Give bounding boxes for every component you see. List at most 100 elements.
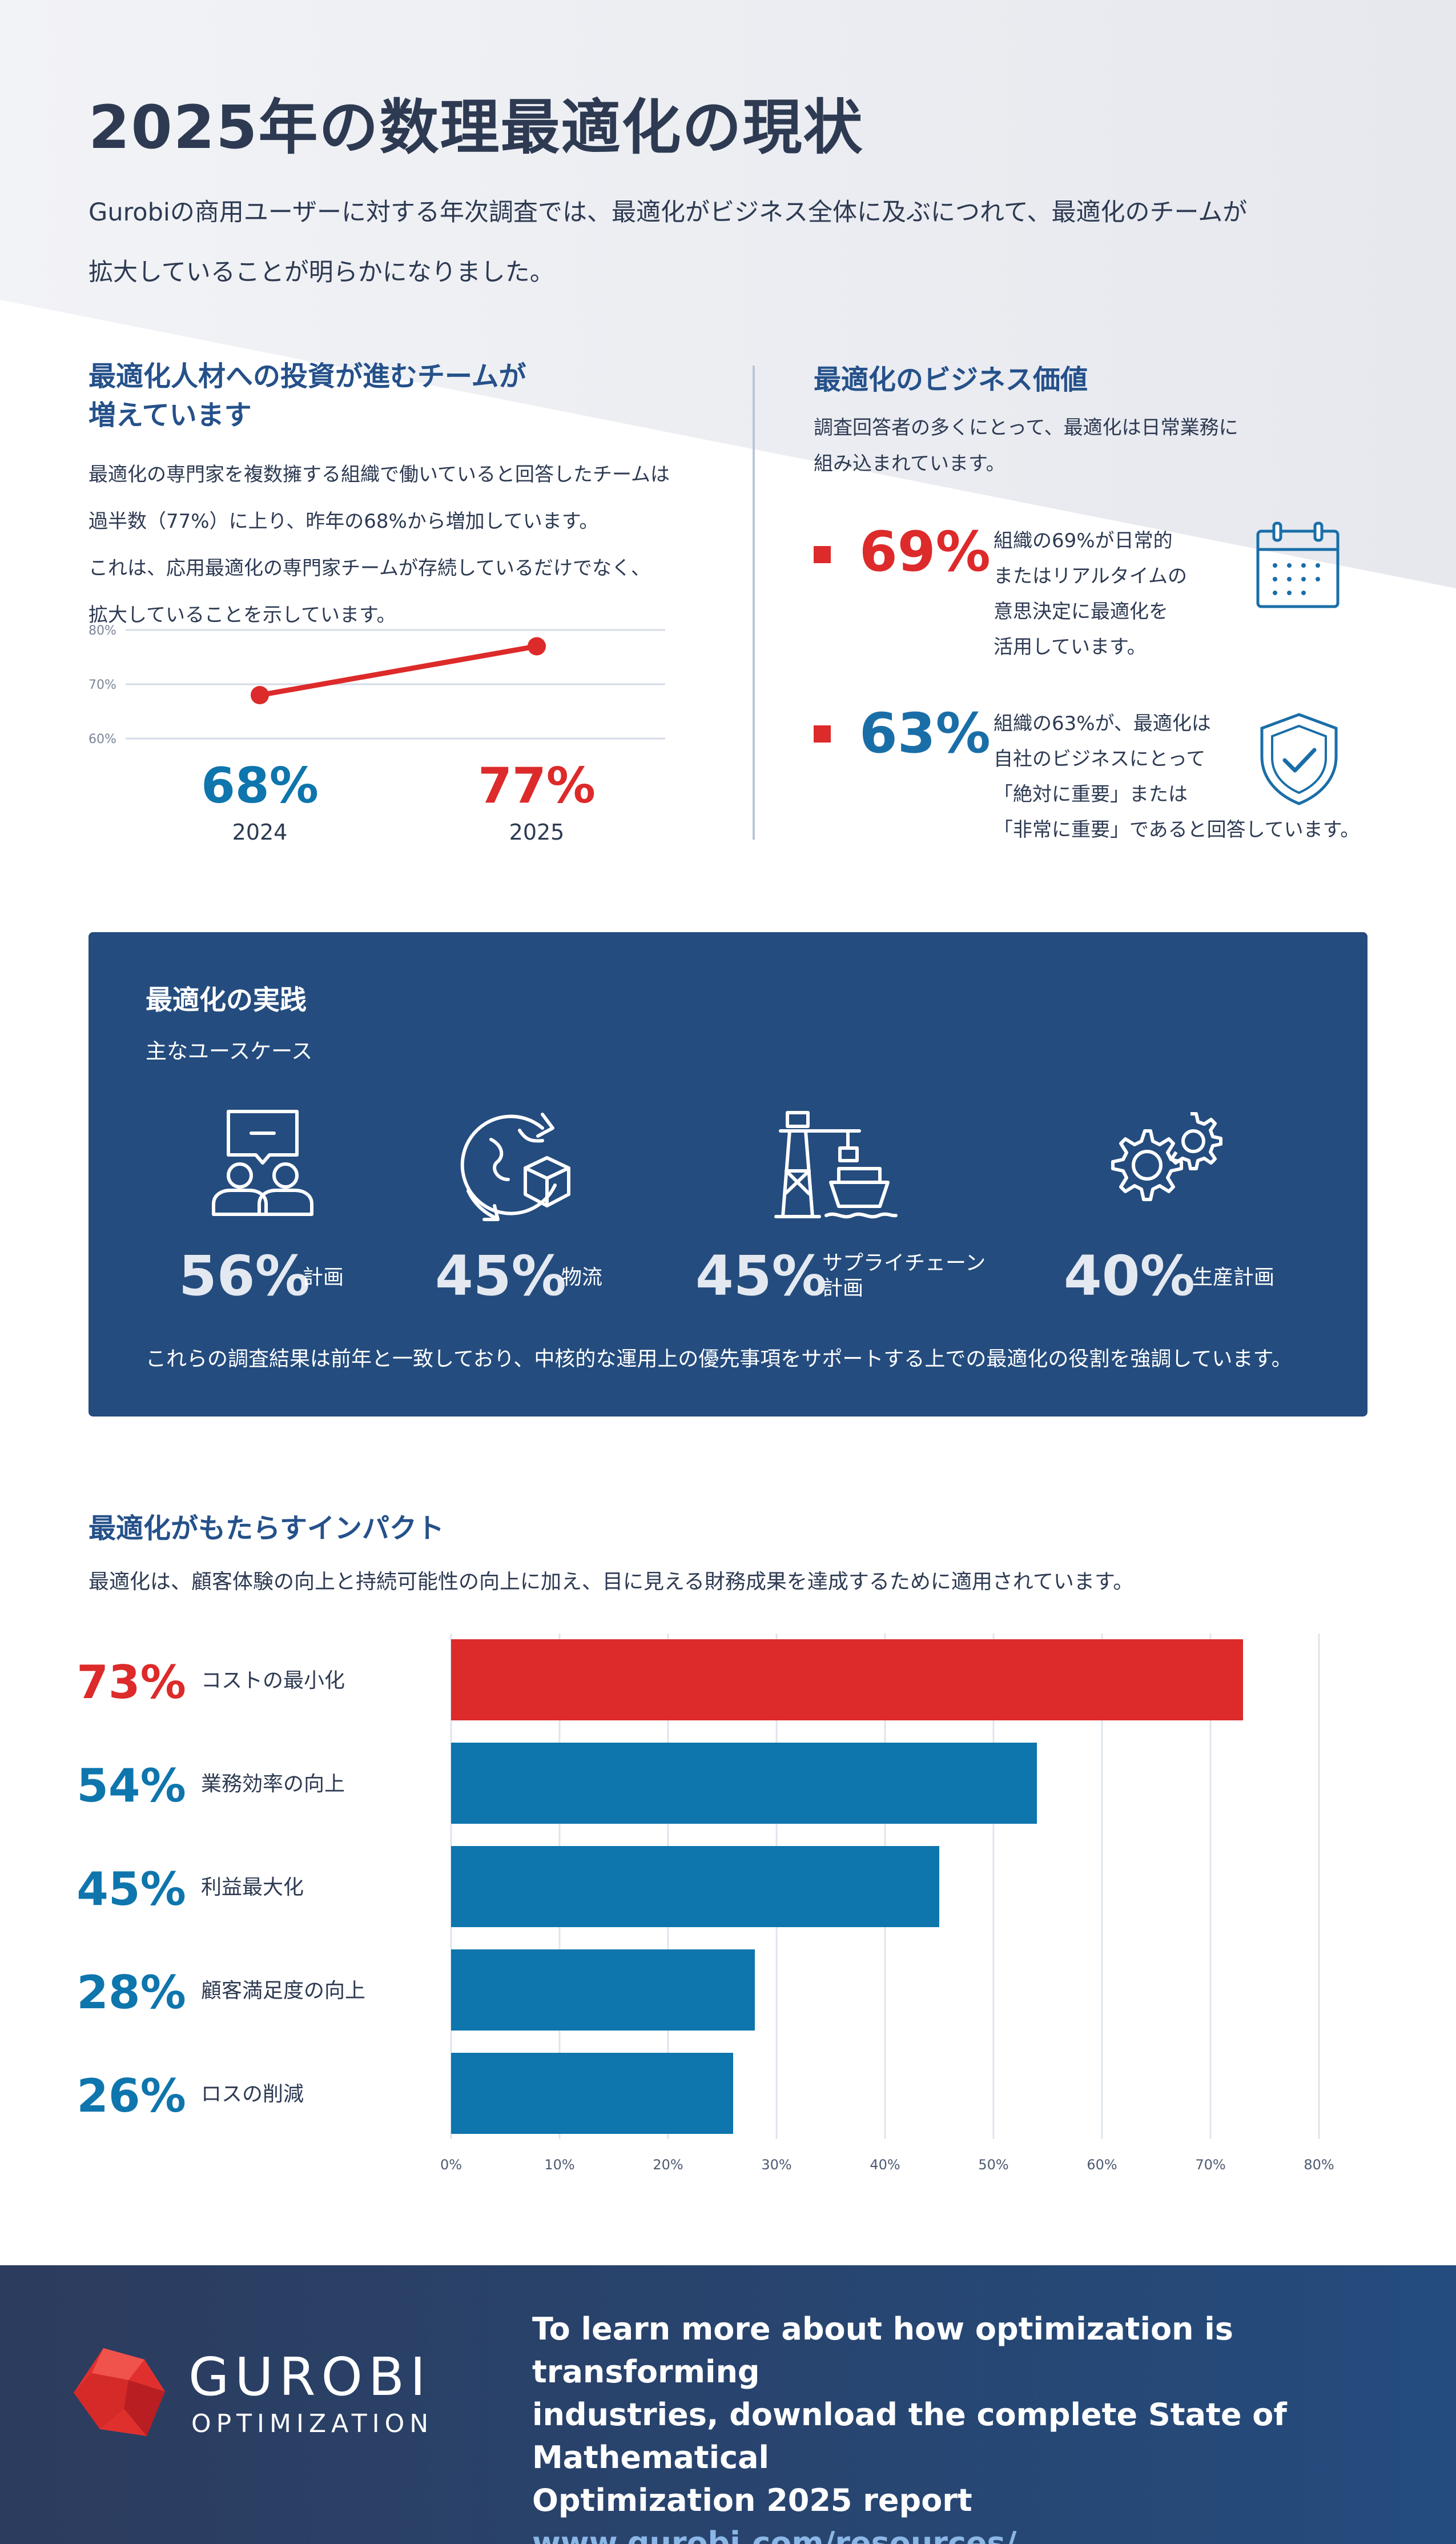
brand-subtitle: OPTIMIZATION xyxy=(191,2409,434,2438)
footer-line: industries, download the complete State … xyxy=(532,2397,1287,2475)
gurobi-cube-logo-icon xyxy=(74,2348,165,2436)
data-label: 68% xyxy=(201,757,319,814)
stat-description: 組織の69%が日常的 またはリアルタイムの 意思決定に最適化を 活用しています。 xyxy=(994,523,1187,665)
stat-line: 組織の69%が日常的 xyxy=(994,529,1173,552)
subtitle-line: 組み込まれています。 xyxy=(814,452,1005,475)
data-point xyxy=(528,637,546,656)
x-tick-label: 40% xyxy=(870,2157,900,2173)
data-point xyxy=(251,686,269,704)
use-case-label: 物流 xyxy=(561,1265,602,1290)
data-label: 45% xyxy=(77,1863,186,1916)
subtitle-line: 調査回答者の多くにとって、最適化は日常業務に xyxy=(814,416,1238,439)
stat-line: 意思決定に最適化を xyxy=(994,600,1168,623)
team-section-title: 最適化人材への投資が進むチームが 増えています xyxy=(89,357,717,435)
global-logistics-icon xyxy=(460,1113,570,1221)
page-title: 2025年の数理最適化の現状 xyxy=(89,93,864,162)
y-tick-label: 80% xyxy=(89,624,116,638)
stat-line: 活用しています。 xyxy=(994,636,1147,659)
footer-line-prefix: Optimization 2025 report xyxy=(532,2482,972,2518)
use-cases-panel xyxy=(89,932,1367,1417)
x-tick-label: 10% xyxy=(544,2157,574,2173)
use-case-label: 計画 xyxy=(303,1265,344,1290)
label-line: サプライチェーン xyxy=(822,1251,986,1275)
impact-subtitle: 最適化は、顧客体験の向上と持続可能性の向上に加え、目に見える財務成果を達成するた… xyxy=(89,1570,1134,1594)
title-line: 最適化人材への投資が進むチームが xyxy=(89,360,526,392)
footer-cta-text: To learn more about how optimization is … xyxy=(532,2308,1389,2544)
category-label: 顧客満足度の向上 xyxy=(201,1979,365,2003)
category-label: コストの最小化 xyxy=(201,1669,345,1692)
intro-line: Gurobiの商用ユーザーに対する年次調査では、最適化がビジネス全体に及ぶにつれ… xyxy=(89,198,1248,227)
x-tick-label: 0% xyxy=(440,2157,462,2173)
use-case-percentage: 56% xyxy=(179,1244,310,1308)
label-line: 計画 xyxy=(822,1277,864,1300)
stat-percentage: 63% xyxy=(859,701,991,765)
footer-line: Optimization 2025 report www.gurobi.com/… xyxy=(532,2479,1389,2544)
intro-text: Gurobiの商用ユーザーに対する年次調査では、最適化がビジネス全体に及ぶにつれ… xyxy=(89,183,1356,303)
impact-bar-chart: 0% 10% 20% 30% 40% 50% 60% 70% 80% 73% コストの最小化 54% 業… xyxy=(77,1634,1334,2173)
y-tick-label: 60% xyxy=(89,732,116,747)
x-tick-label: 70% xyxy=(1195,2157,1225,2173)
shield-check-icon xyxy=(1260,713,1338,805)
use-case-label: 生産計画 xyxy=(1192,1265,1274,1290)
series-line xyxy=(259,644,537,698)
x-tick-label: 50% xyxy=(978,2157,1008,2173)
category-label: 利益最大化 xyxy=(201,1876,304,1899)
title-line: 増えています xyxy=(89,399,252,431)
y-tick-label: 70% xyxy=(89,678,116,692)
bar xyxy=(451,1639,1243,1720)
practice-note: これらの調査結果は前年と一致しており、中核的な運用上の優先事項をサポートする上で… xyxy=(146,1347,1292,1371)
use-case-percentage: 40% xyxy=(1064,1244,1195,1308)
x-tick-label: 30% xyxy=(761,2157,791,2173)
bar xyxy=(451,1949,755,2031)
x-tick-label: 20% xyxy=(653,2157,683,2173)
body-line: 最適化の専門家を複数擁する組織で働いていると回答したチームは xyxy=(89,463,670,486)
category-label: 業務効率の向上 xyxy=(201,1772,345,1796)
body-line: 過半数（77%）に上り、昨年の68%から増加しています。 xyxy=(89,510,599,533)
x-tick-label: 80% xyxy=(1304,2157,1334,2173)
footer xyxy=(0,2265,1456,2544)
label-line: 生産計画 xyxy=(1192,1266,1275,1289)
stat-bullet xyxy=(814,546,831,563)
stat-line: またはリアルタイムの xyxy=(994,565,1187,588)
stat-line: 「非常に重要」であると回答しています。 xyxy=(994,818,1360,841)
use-case-percentage: 45% xyxy=(435,1244,566,1308)
bar xyxy=(451,1743,1037,1824)
stat-bullet xyxy=(814,725,831,743)
stat-description: 組織の63%が、最適化は 自社のビジネスにとって 「絶対に重要」または 「非常に… xyxy=(994,706,1360,848)
report-link-part1[interactable]: www.gurobi.com/resources/ xyxy=(532,2525,1017,2544)
impact-title: 最適化がもたらすインパクト xyxy=(89,1512,445,1544)
stat-line: 組織の63%が、最適化は xyxy=(994,712,1211,735)
data-label: 77% xyxy=(478,757,596,814)
x-tick-label: 60% xyxy=(1087,2157,1117,2173)
label-line: 物流 xyxy=(561,1266,603,1289)
team-growth-line-chart: 60% 70% 80% 68% 2024 77% 2025 xyxy=(89,624,665,845)
data-label: 54% xyxy=(77,1759,186,1812)
calendar-icon xyxy=(1256,521,1340,608)
data-label: 28% xyxy=(77,1966,186,2019)
port-crane-ship-icon xyxy=(774,1111,898,1219)
gears-icon xyxy=(1111,1112,1222,1201)
team-section-body: 最適化の専門家を複数擁する組織で働いていると回答したチームは 過半数（77%）に… xyxy=(89,451,751,639)
label-line: 計画 xyxy=(303,1266,344,1289)
value-section-subtitle: 調査回答者の多くにとって、最適化は日常業務に 組み込まれています。 xyxy=(814,410,1328,482)
header-background xyxy=(0,0,1456,588)
practice-title: 最適化の実践 xyxy=(146,985,307,1016)
x-tick-label: 2024 xyxy=(232,820,288,845)
value-section-title: 最適化のビジネス価値 xyxy=(814,364,1088,396)
category-label: ロスの削減 xyxy=(201,2082,304,2106)
data-label: 73% xyxy=(77,1656,186,1709)
bar xyxy=(451,2053,733,2134)
meeting-people-icon xyxy=(212,1110,313,1216)
body-line: 拡大していることを示しています。 xyxy=(89,604,396,627)
use-case-percentage: 45% xyxy=(695,1244,827,1308)
use-case-label: サプライチェーン 計画 xyxy=(822,1251,986,1301)
stat-line: 「絶対に重要」または xyxy=(994,783,1188,806)
x-tick-label: 2025 xyxy=(509,820,565,845)
body-line: これは、応用最適化の専門家チームが存続しているだけでなく、 xyxy=(89,557,650,580)
section-divider xyxy=(753,366,755,840)
stat-line: 自社のビジネスにとって xyxy=(994,748,1206,771)
footer-line: To learn more about how optimization is … xyxy=(532,2311,1233,2390)
brand-name: GUROBI xyxy=(188,2346,432,2407)
stat-percentage: 69% xyxy=(859,520,991,584)
bar xyxy=(451,1846,939,1927)
